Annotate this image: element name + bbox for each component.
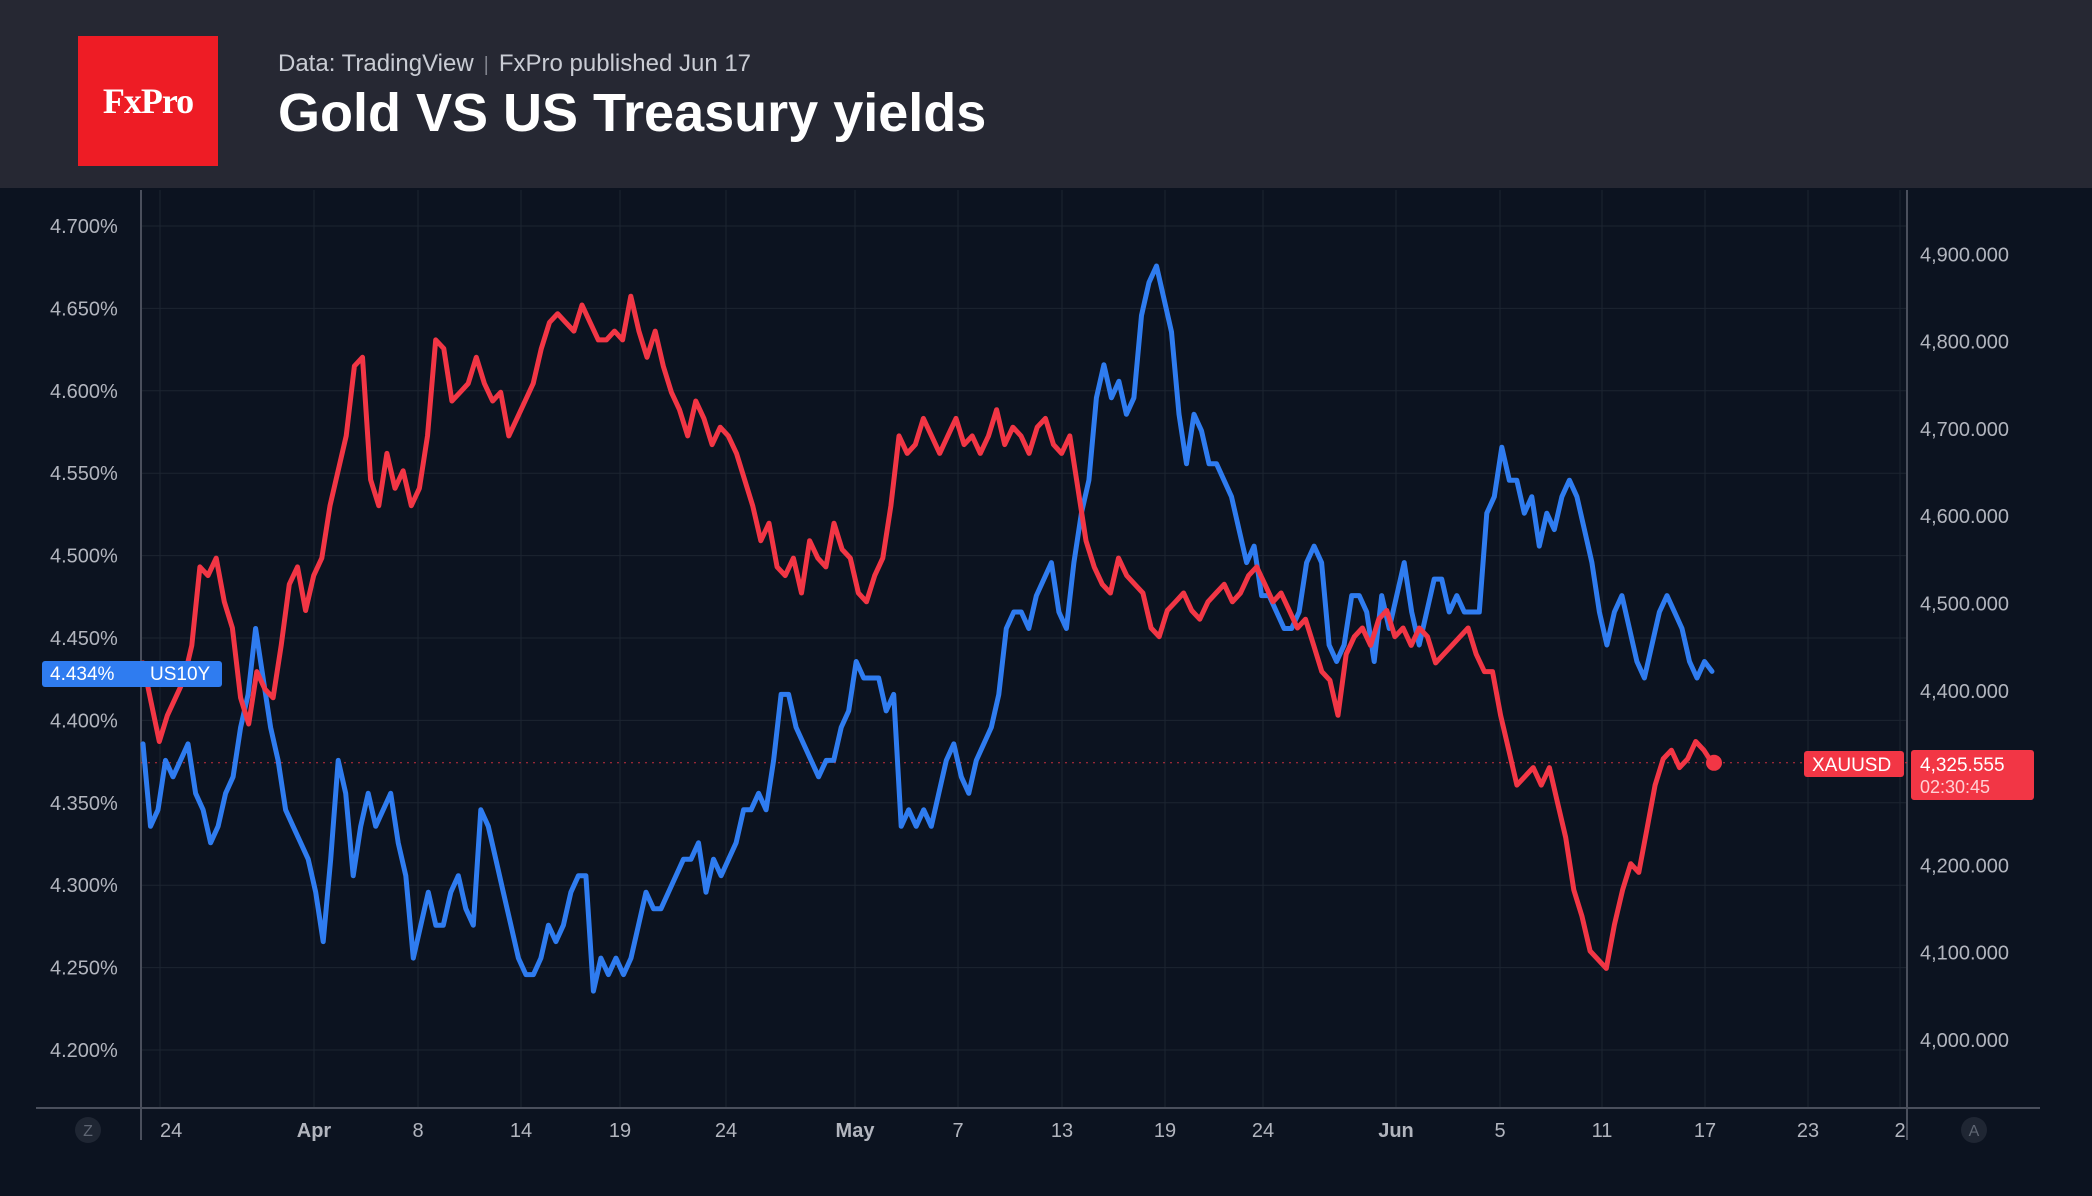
zoom-button-label: Z (83, 1123, 93, 1140)
xauusd-price-bg (1911, 750, 2034, 800)
right-tick-label: 4,200.000 (1920, 855, 2009, 877)
us10y-series-name: US10Y (150, 664, 211, 685)
left-tick-label: 4.700% (50, 216, 118, 238)
left-tick-label: 4.200% (50, 1040, 118, 1062)
left-tick-label: 4.450% (50, 628, 118, 650)
us10y-line (140, 263, 1715, 994)
separator: | (483, 54, 489, 76)
left-tick-label: 4.650% (50, 298, 118, 320)
x-tick-label: 24 (160, 1120, 182, 1142)
fxpro-logo: FxPro (78, 36, 218, 166)
source-line: Data: TradingView | FxPro published Jun 17 (278, 50, 751, 78)
data-source: Data: TradingView (278, 50, 474, 77)
right-tick-label: 4,700.000 (1920, 419, 2009, 441)
series-group (140, 263, 1722, 994)
x-tick-label: 13 (1051, 1120, 1073, 1142)
right-tick-label: 4,500.000 (1920, 594, 2009, 616)
right-axis-ticks: 4,900.000 4,800.000 4,700.000 4,600.000 4,50… (1920, 244, 2009, 1052)
chart-title: Gold VS US Treasury yields (278, 83, 987, 143)
x-tick-label: 19 (1154, 1120, 1176, 1142)
xauusd-last-value: 4,325.555 (1920, 755, 2005, 776)
xauusd-series-name: XAUUSD (1812, 755, 1891, 776)
corner-buttons: Z A (75, 1117, 1987, 1143)
right-tick-label: 4,000.000 (1920, 1030, 2009, 1052)
x-tick-label: 11 (1592, 1120, 1613, 1142)
x-tick-label: 17 (1694, 1120, 1716, 1142)
header-bar: FxPro Data: TradingView | FxPro published … (0, 0, 2092, 188)
right-tick-label: 4,600.000 (1920, 506, 2009, 528)
left-tick-label: 4.350% (50, 793, 118, 815)
x-tick-label: 24 (1252, 1120, 1274, 1142)
auto-scale-button[interactable] (1961, 1117, 1987, 1143)
xauusd-last-point (1706, 754, 1722, 771)
right-tick-label: 4,900.000 (1920, 244, 2009, 266)
x-tick-label: May (836, 1120, 876, 1142)
published-date: FxPro published Jun 17 (498, 50, 752, 77)
x-tick-label: 14 (510, 1120, 532, 1142)
x-tick-label: Apr (297, 1120, 332, 1142)
xauusd-name-bg (1804, 751, 1904, 777)
x-tick-label: 5 (1494, 1120, 1505, 1142)
logo-text: FxPro (102, 81, 194, 121)
left-axis-ticks: 4.700% 4.650% 4.600% 4.550% 4.500% 4.450% 4.40… (50, 216, 118, 1062)
x-tick-label: 24 (715, 1120, 737, 1142)
left-tick-label: 4.400% (50, 710, 118, 732)
left-tick-label: 4.600% (50, 381, 118, 403)
left-tick-label: 4.300% (50, 875, 118, 897)
xauusd-line (140, 293, 1715, 971)
x-tick-label: 8 (412, 1120, 423, 1142)
x-tick-label: 23 (1797, 1120, 1819, 1142)
right-tick-label: 4,100.000 (1920, 943, 2009, 965)
x-tick-label: 2 (1894, 1120, 1905, 1142)
right-tick-label: 4,400.000 (1920, 681, 2009, 703)
x-tick-label: 19 (609, 1120, 631, 1142)
left-tick-label: 4.550% (50, 463, 118, 485)
right-tick-label: 4,800.000 (1920, 332, 2009, 354)
zoom-button[interactable] (75, 1117, 101, 1143)
x-tick-label: Jun (1378, 1120, 1414, 1142)
x-axis-ticks: 24 Apr 8 14 19 24 May 7 13 19 24 Jun 5 11 17 23 2 (160, 1120, 1906, 1142)
axes (36, 190, 2040, 1140)
left-tick-label: 4.250% (50, 958, 118, 980)
us10y-last-value: 4.434% (50, 664, 115, 685)
auto-scale-button-label: A (1969, 1123, 1980, 1140)
grid-lines (141, 190, 1907, 1108)
xauusd-countdown: 02:30:45 (1920, 777, 1990, 797)
x-tick-label: 7 (952, 1120, 963, 1142)
left-tick-label: 4.500% (50, 546, 118, 568)
us10y-label-bg (42, 661, 222, 687)
last-value-labels: 4.434% US10Y XAUUSD 4,325.555 02:30:45 (42, 661, 2034, 800)
